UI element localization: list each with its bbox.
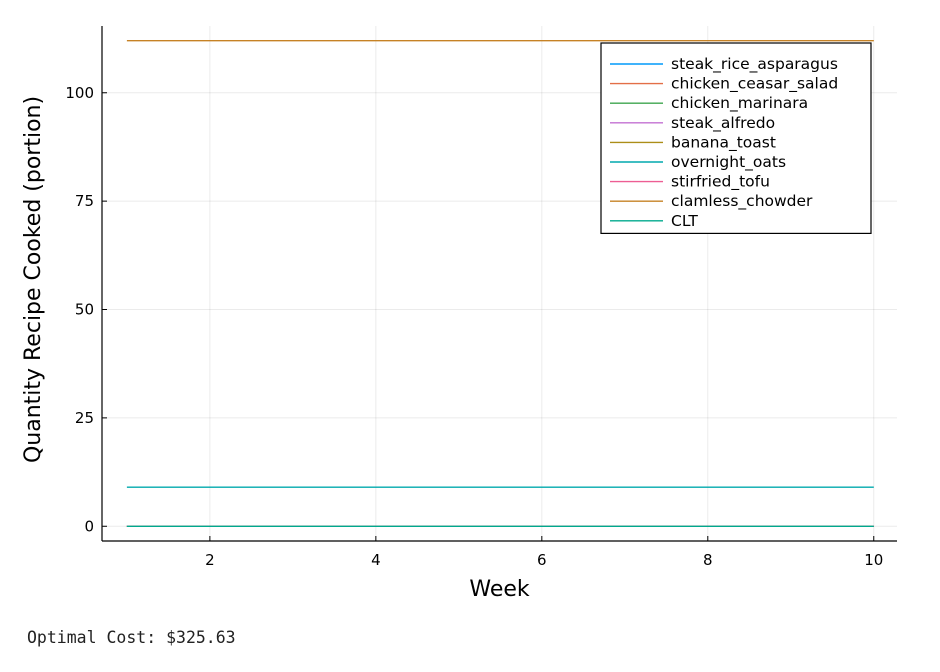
legend-label-CLT: CLT bbox=[671, 212, 698, 230]
y-tick-label: 50 bbox=[75, 301, 94, 319]
axes bbox=[101, 26, 897, 542]
legend-label-chicken_ceasar_salad: chicken_ceasar_salad bbox=[671, 75, 838, 94]
series-lines bbox=[126, 40, 874, 527]
y-tick-label: 75 bbox=[75, 192, 94, 210]
optimal-cost-caption: Optimal Cost: $325.63 bbox=[27, 628, 236, 647]
y-tick-label: 25 bbox=[75, 409, 94, 427]
legend-label-banana_toast: banana_toast bbox=[671, 133, 776, 152]
y-axis-title: Quantity Recipe Cooked (portion) bbox=[21, 96, 46, 463]
legend-label-clamless_chowder: clamless_chowder bbox=[671, 192, 813, 211]
legend-label-steak_rice_asparagus: steak_rice_asparagus bbox=[671, 55, 838, 74]
legend-label-stirfried_tofu: stirfried_tofu bbox=[671, 173, 770, 192]
y-tick-label: 100 bbox=[65, 84, 94, 102]
legend-label-steak_alfredo: steak_alfredo bbox=[671, 114, 775, 133]
x-tick-label: 6 bbox=[537, 551, 547, 569]
y-tick-label: 0 bbox=[84, 517, 94, 535]
x-tick-label: 4 bbox=[371, 551, 381, 569]
x-tick-label: 8 bbox=[703, 551, 713, 569]
legend: steak_rice_asparaguschicken_ceasar_salad… bbox=[600, 42, 872, 234]
x-axis-title: Week bbox=[469, 577, 530, 602]
legend-label-overnight_oats: overnight_oats bbox=[671, 153, 786, 172]
x-tick-label: 2 bbox=[205, 551, 215, 569]
x-tick-label: 10 bbox=[864, 551, 883, 569]
legend-label-chicken_marinara: chicken_marinara bbox=[671, 94, 808, 113]
